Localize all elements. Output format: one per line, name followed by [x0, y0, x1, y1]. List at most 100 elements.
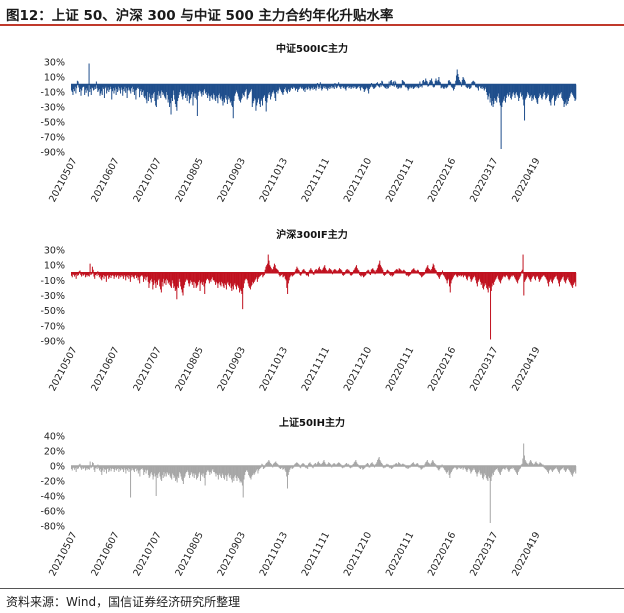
bar	[494, 466, 496, 471]
bar	[504, 466, 506, 470]
bar	[560, 84, 562, 92]
bar	[203, 84, 205, 91]
bar	[141, 84, 143, 92]
bar	[315, 464, 317, 466]
bar	[454, 466, 456, 468]
bar	[177, 272, 179, 288]
bar	[318, 463, 320, 466]
bar	[325, 269, 327, 273]
bar	[540, 84, 542, 95]
bar	[404, 464, 406, 466]
bar	[381, 80, 383, 85]
bar	[394, 463, 396, 466]
y-tick-label: 30%	[44, 246, 65, 257]
bar	[332, 463, 334, 466]
bar	[173, 466, 175, 478]
bar	[528, 84, 530, 95]
bar	[231, 466, 233, 483]
bar	[221, 272, 223, 282]
bar	[387, 464, 389, 466]
bar	[467, 272, 469, 278]
bar	[155, 272, 157, 288]
bar	[530, 460, 532, 466]
bar	[252, 84, 254, 104]
bar	[93, 84, 95, 90]
bar	[438, 466, 440, 471]
bar	[344, 464, 346, 466]
bar	[327, 271, 329, 273]
bar	[184, 272, 186, 282]
bar	[187, 272, 189, 284]
bar	[214, 84, 216, 100]
bar	[398, 84, 400, 88]
bar	[423, 272, 425, 276]
bar	[256, 272, 258, 278]
bar	[278, 84, 280, 88]
bar	[562, 272, 564, 277]
bar	[542, 464, 544, 466]
bar	[182, 84, 184, 100]
bar	[164, 466, 166, 477]
bar	[177, 84, 179, 98]
bar	[328, 463, 330, 466]
bar	[549, 272, 551, 281]
bar	[303, 268, 305, 273]
bar	[172, 466, 173, 474]
bar	[119, 466, 121, 469]
bar	[405, 272, 407, 276]
bar	[425, 268, 427, 273]
bar	[223, 272, 225, 288]
bar	[182, 466, 184, 481]
bar	[380, 461, 382, 466]
chart-title: 中证500IC主力	[276, 44, 348, 55]
bar	[489, 466, 491, 523]
bar	[272, 84, 274, 92]
bar	[112, 272, 114, 276]
bar	[240, 466, 242, 481]
bar	[248, 84, 250, 94]
bar	[575, 272, 577, 287]
bar	[281, 84, 283, 94]
bar	[220, 466, 222, 477]
bar	[302, 463, 304, 466]
bar	[204, 466, 206, 486]
bar	[114, 466, 116, 470]
bar	[335, 84, 337, 89]
bar	[459, 272, 461, 276]
bar	[349, 466, 351, 468]
bar	[563, 466, 565, 470]
bar	[367, 463, 369, 466]
bar	[353, 84, 355, 86]
bar	[354, 268, 356, 273]
bar	[427, 84, 429, 87]
bar	[126, 466, 128, 471]
bar	[572, 272, 574, 288]
bar	[402, 270, 404, 273]
bar	[290, 466, 292, 469]
bar	[568, 466, 570, 470]
bar	[149, 84, 151, 94]
bar	[85, 272, 87, 276]
bar	[349, 272, 351, 276]
bar	[515, 84, 517, 92]
bar	[379, 260, 381, 273]
bar	[488, 272, 490, 287]
bar	[389, 466, 391, 469]
bar	[463, 272, 465, 276]
bar	[329, 84, 331, 89]
bar	[465, 84, 467, 87]
bar	[194, 272, 196, 284]
bar	[466, 84, 468, 89]
bar	[510, 272, 512, 278]
bar	[133, 84, 135, 89]
bar	[493, 272, 495, 285]
bar	[492, 272, 494, 284]
bar	[217, 466, 219, 475]
bar	[332, 464, 334, 466]
bar	[301, 272, 303, 275]
bar	[526, 272, 528, 278]
bar	[445, 466, 447, 472]
bar	[273, 263, 275, 273]
bar	[408, 466, 410, 469]
bar	[376, 269, 378, 273]
